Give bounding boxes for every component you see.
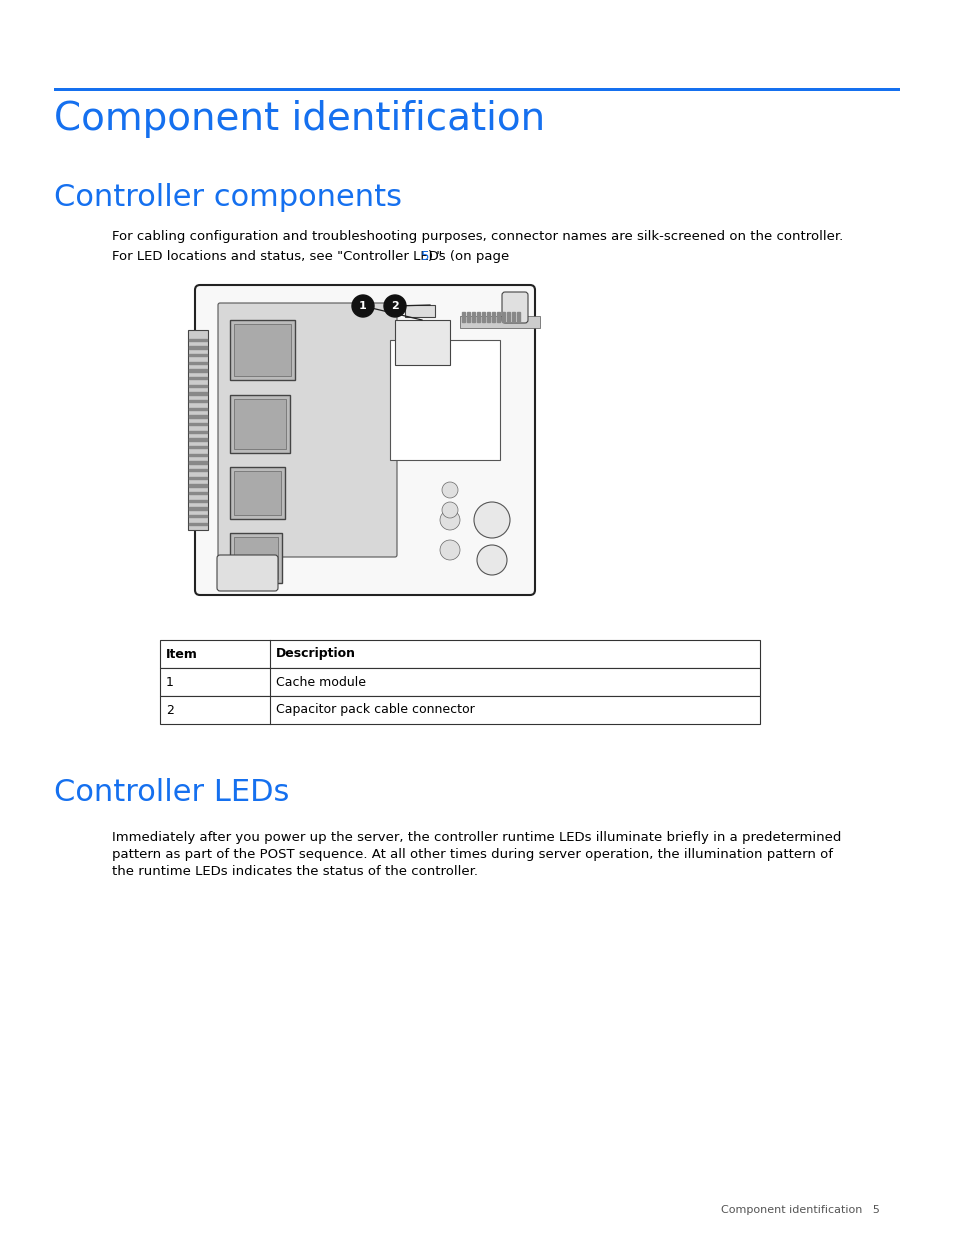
Bar bbox=[405, 359, 422, 375]
Bar bbox=[428, 335, 446, 351]
Bar bbox=[189, 438, 207, 441]
Text: pattern as part of the POST sequence. At all other times during server operation: pattern as part of the POST sequence. At… bbox=[112, 848, 832, 861]
Text: Cache module: Cache module bbox=[275, 676, 366, 688]
Circle shape bbox=[439, 540, 459, 559]
Bar bbox=[189, 369, 207, 372]
Text: ).": )." bbox=[427, 249, 442, 263]
Bar bbox=[467, 312, 470, 322]
Bar bbox=[189, 446, 207, 448]
Bar bbox=[405, 403, 418, 414]
Bar bbox=[189, 408, 207, 410]
Bar bbox=[405, 335, 422, 351]
FancyBboxPatch shape bbox=[501, 291, 527, 324]
Bar bbox=[189, 477, 207, 479]
Circle shape bbox=[441, 482, 457, 498]
Text: Description: Description bbox=[275, 647, 355, 661]
Bar bbox=[230, 467, 285, 519]
Bar bbox=[512, 312, 515, 322]
Bar bbox=[189, 362, 207, 364]
Circle shape bbox=[476, 545, 506, 576]
Text: Immediately after you power up the server, the controller runtime LEDs illuminat: Immediately after you power up the serve… bbox=[112, 831, 841, 844]
FancyBboxPatch shape bbox=[194, 285, 535, 595]
Bar bbox=[448, 385, 459, 396]
Bar bbox=[160, 668, 760, 697]
Text: 5: 5 bbox=[420, 249, 429, 263]
Bar bbox=[189, 400, 207, 403]
Bar bbox=[481, 312, 484, 322]
Bar bbox=[189, 461, 207, 463]
Text: For cabling configuration and troubleshooting purposes, connector names are silk: For cabling configuration and troublesho… bbox=[112, 230, 842, 243]
Bar bbox=[233, 399, 286, 450]
Bar bbox=[486, 312, 490, 322]
Bar bbox=[189, 508, 207, 510]
FancyBboxPatch shape bbox=[216, 555, 277, 592]
Bar bbox=[492, 312, 495, 322]
Bar bbox=[189, 453, 207, 456]
Bar bbox=[517, 312, 519, 322]
Bar bbox=[461, 312, 464, 322]
Bar bbox=[428, 359, 446, 375]
Bar bbox=[230, 534, 282, 583]
Bar bbox=[405, 385, 418, 396]
Bar bbox=[472, 312, 475, 322]
Bar bbox=[421, 385, 441, 412]
Text: 2: 2 bbox=[391, 301, 398, 311]
Bar bbox=[189, 422, 207, 425]
Bar bbox=[506, 312, 510, 322]
Bar bbox=[160, 640, 760, 668]
Bar bbox=[189, 522, 207, 525]
Text: Controller components: Controller components bbox=[54, 183, 401, 212]
Circle shape bbox=[474, 501, 510, 538]
Bar bbox=[230, 395, 290, 453]
Bar bbox=[189, 492, 207, 494]
Bar bbox=[189, 469, 207, 472]
Text: Item: Item bbox=[166, 647, 197, 661]
FancyBboxPatch shape bbox=[218, 303, 396, 557]
Bar bbox=[160, 697, 760, 724]
Text: Component identification: Component identification bbox=[54, 100, 544, 138]
Text: Controller LEDs: Controller LEDs bbox=[54, 778, 289, 806]
Bar bbox=[405, 305, 435, 317]
Bar bbox=[395, 320, 450, 366]
Bar bbox=[233, 537, 277, 579]
Bar bbox=[463, 385, 476, 396]
Text: 2: 2 bbox=[166, 704, 173, 716]
Circle shape bbox=[441, 501, 457, 517]
Bar bbox=[230, 320, 294, 380]
Bar bbox=[189, 431, 207, 433]
Bar bbox=[390, 340, 499, 459]
Bar bbox=[501, 312, 504, 322]
Bar bbox=[189, 415, 207, 417]
Bar bbox=[189, 346, 207, 348]
Text: 1: 1 bbox=[358, 301, 367, 311]
Bar bbox=[189, 515, 207, 517]
Circle shape bbox=[439, 510, 459, 530]
Bar bbox=[189, 499, 207, 501]
Bar bbox=[189, 377, 207, 379]
Text: Component identification   5: Component identification 5 bbox=[720, 1205, 879, 1215]
Bar bbox=[189, 338, 207, 341]
Bar bbox=[233, 471, 281, 515]
Text: 1: 1 bbox=[166, 676, 173, 688]
Text: the runtime LEDs indicates the status of the controller.: the runtime LEDs indicates the status of… bbox=[112, 864, 477, 878]
Bar bbox=[189, 393, 207, 395]
Bar bbox=[233, 324, 291, 375]
Bar bbox=[188, 330, 208, 530]
Text: For LED locations and status, see "Controller LEDs (on page: For LED locations and status, see "Contr… bbox=[112, 249, 513, 263]
Bar bbox=[476, 312, 479, 322]
Bar bbox=[189, 354, 207, 357]
Text: Capacitor pack cable connector: Capacitor pack cable connector bbox=[275, 704, 475, 716]
Bar bbox=[54, 88, 899, 91]
Bar bbox=[189, 484, 207, 487]
Bar bbox=[459, 316, 539, 329]
Bar bbox=[189, 384, 207, 387]
Circle shape bbox=[352, 295, 374, 317]
Bar bbox=[497, 312, 499, 322]
Circle shape bbox=[384, 295, 406, 317]
